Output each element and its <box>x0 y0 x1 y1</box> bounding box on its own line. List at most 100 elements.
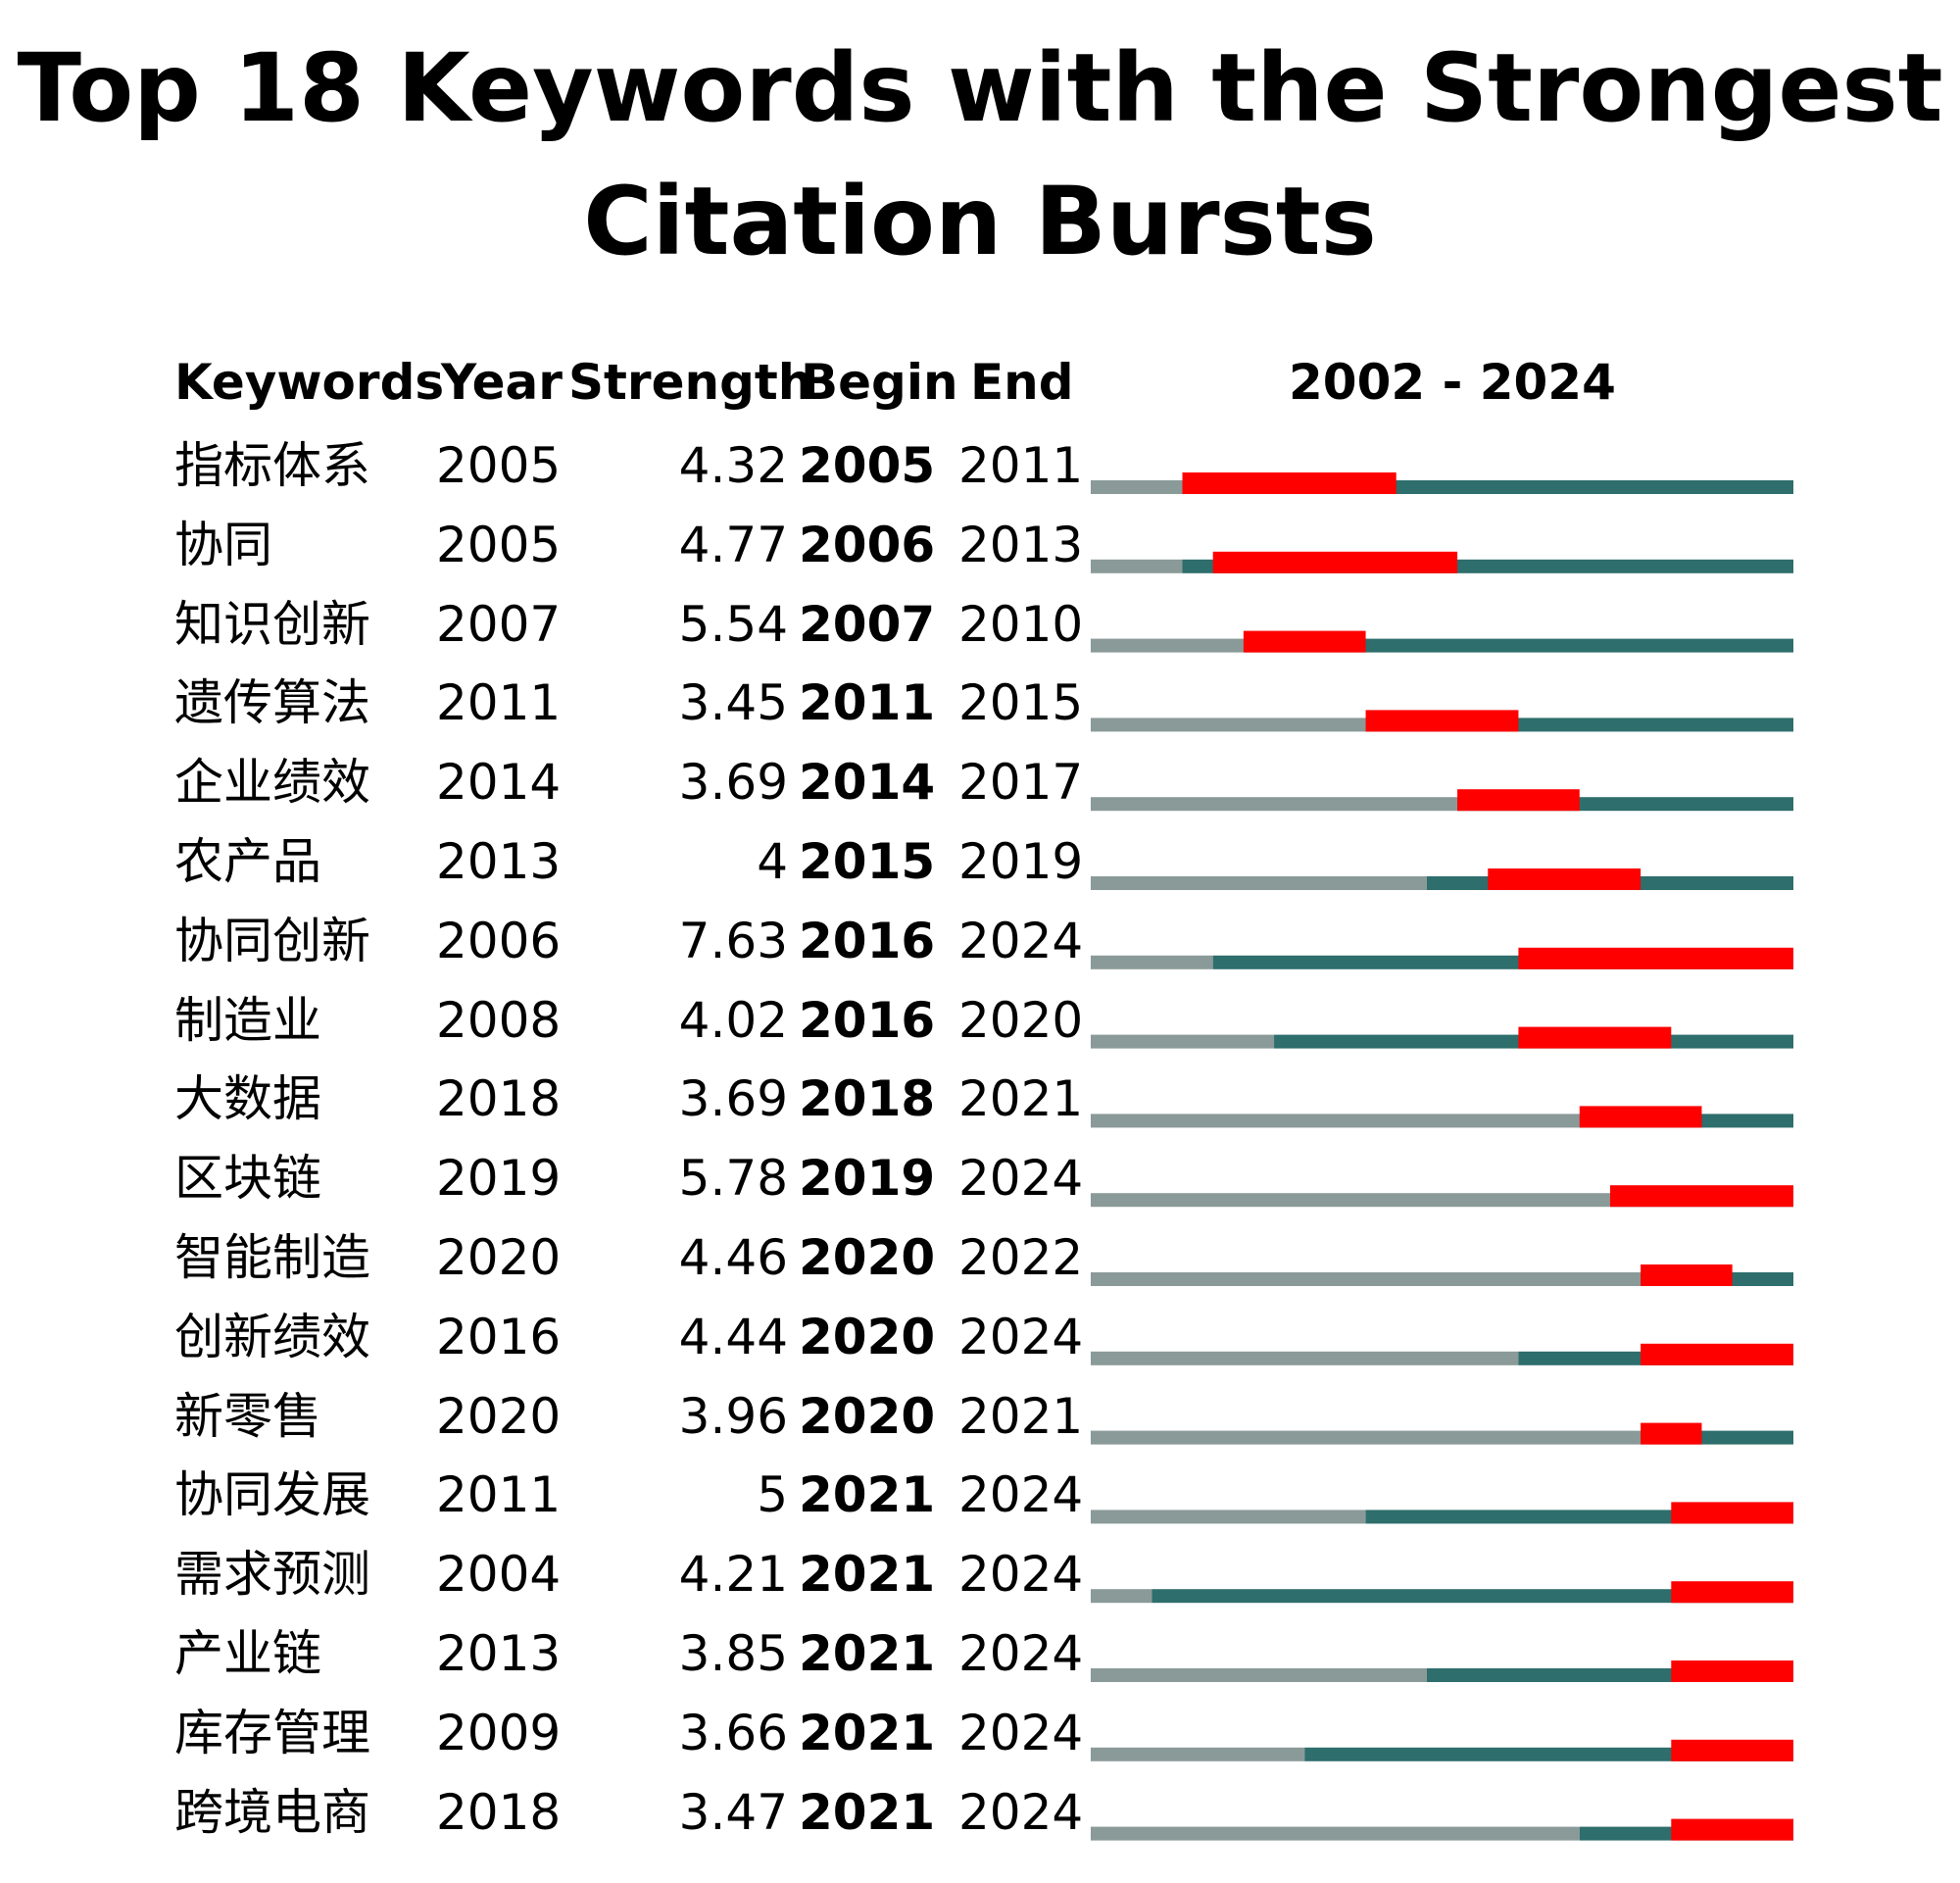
table-row: 遗传算法 2011 3.45 2011 2015 <box>0 669 1960 747</box>
keyword-cell: 农产品 <box>174 833 321 890</box>
keyword-cell: 大数据 <box>174 1070 321 1128</box>
strength-cell: 5.54 <box>678 595 788 653</box>
keyword-cell: 协同创新 <box>174 912 370 969</box>
table-row: 制造业 2008 4.02 2016 2020 <box>0 986 1960 1065</box>
end-cell: 2019 <box>958 833 1084 890</box>
burst-bar <box>1365 710 1519 732</box>
end-cell: 2024 <box>958 1466 1084 1524</box>
keyword-cell: 区块链 <box>174 1150 321 1208</box>
year-cell: 2018 <box>436 1070 562 1128</box>
timeline-before-segment <box>1091 1351 1519 1365</box>
header-begin: Begin <box>801 354 958 411</box>
timeline-before-segment <box>1091 1747 1305 1761</box>
header-end: End <box>970 354 1074 411</box>
begin-cell: 2016 <box>799 991 936 1049</box>
burst-bar <box>1518 947 1793 969</box>
header-strength: Strength <box>568 354 813 411</box>
keyword-cell: 跨境电商 <box>174 1783 370 1841</box>
timeline-before-segment <box>1091 718 1366 732</box>
chart-title: Top 18 Keywords with the Strongest Citat… <box>17 33 1943 276</box>
year-cell: 2013 <box>436 1625 562 1682</box>
timeline-before-segment <box>1091 797 1458 812</box>
year-cell: 2005 <box>436 516 562 573</box>
burst-bar <box>1641 1343 1793 1365</box>
year-cell: 2020 <box>436 1387 562 1445</box>
table-row: 农产品 2013 4 2015 2019 <box>0 827 1960 906</box>
timeline-before-segment <box>1091 638 1244 653</box>
year-cell: 2014 <box>436 754 562 812</box>
end-cell: 2021 <box>958 1070 1084 1128</box>
table-row: 大数据 2018 3.69 2018 2021 <box>0 1065 1960 1143</box>
keyword-cell: 知识创新 <box>174 595 370 653</box>
keyword-cell: 创新绩效 <box>174 1308 370 1365</box>
begin-cell: 2016 <box>799 912 936 969</box>
table-row: 产业链 2013 3.85 2021 2024 <box>0 1619 1960 1698</box>
year-cell: 2020 <box>436 1229 562 1286</box>
burst-bar <box>1671 1581 1793 1604</box>
begin-cell: 2019 <box>799 1150 936 1208</box>
burst-bar <box>1518 1026 1672 1049</box>
burst-bar <box>1671 1739 1793 1761</box>
end-cell: 2024 <box>958 1150 1084 1208</box>
strength-cell: 3.69 <box>678 754 788 812</box>
table-row: 新零售 2020 3.96 2020 2021 <box>0 1382 1960 1461</box>
keyword-cell: 遗传算法 <box>174 674 370 732</box>
strength-cell: 3.69 <box>678 1070 788 1128</box>
keyword-cell: 需求预测 <box>174 1546 370 1604</box>
timeline-before-segment <box>1091 480 1183 494</box>
end-cell: 2022 <box>958 1229 1084 1286</box>
end-cell: 2017 <box>958 754 1084 812</box>
begin-cell: 2020 <box>799 1387 936 1445</box>
table-row: 协同 2005 4.77 2006 2013 <box>0 511 1960 589</box>
strength-cell: 5 <box>757 1466 788 1524</box>
strength-cell: 5.78 <box>678 1150 788 1208</box>
end-cell: 2013 <box>958 516 1084 573</box>
table-row: 需求预测 2004 4.21 2021 2024 <box>0 1540 1960 1618</box>
strength-cell: 7.63 <box>678 912 788 969</box>
burst-bar <box>1182 472 1396 494</box>
table-row: 跨境电商 2018 3.47 2021 2024 <box>0 1778 1960 1857</box>
table-row: 指标体系 2005 4.32 2005 2011 <box>0 431 1960 510</box>
keyword-cell: 新零售 <box>174 1387 321 1445</box>
keyword-cell: 产业链 <box>174 1625 321 1682</box>
table-row: 创新绩效 2016 4.44 2020 2024 <box>0 1303 1960 1381</box>
year-cell: 2011 <box>436 674 562 732</box>
timeline-before-segment <box>1091 955 1213 969</box>
year-cell: 2004 <box>436 1546 562 1604</box>
timeline-before-segment <box>1091 1430 1642 1445</box>
begin-cell: 2021 <box>799 1625 936 1682</box>
keyword-cell: 智能制造 <box>174 1229 370 1286</box>
year-cell: 2013 <box>436 833 562 890</box>
keyword-cell: 企业绩效 <box>174 754 370 812</box>
end-cell: 2015 <box>958 674 1084 732</box>
burst-bar <box>1243 630 1366 653</box>
timeline-before-segment <box>1091 1114 1580 1128</box>
timeline-active-segment <box>1152 1589 1793 1604</box>
table-row: 协同发展 2011 5 2021 2024 <box>0 1461 1960 1539</box>
burst-bar <box>1671 1818 1793 1841</box>
burst-bar <box>1457 789 1580 812</box>
burst-bar <box>1488 868 1642 890</box>
table-row: 区块链 2019 5.78 2019 2024 <box>0 1144 1960 1222</box>
year-cell: 2006 <box>436 912 562 969</box>
end-cell: 2020 <box>958 991 1084 1049</box>
strength-cell: 4.44 <box>678 1308 788 1365</box>
begin-cell: 2021 <box>799 1466 936 1524</box>
end-cell: 2024 <box>958 1625 1084 1682</box>
begin-cell: 2011 <box>799 674 936 732</box>
strength-cell: 4 <box>757 833 788 890</box>
year-cell: 2008 <box>436 991 562 1049</box>
end-cell: 2010 <box>958 595 1084 653</box>
year-cell: 2005 <box>436 437 562 494</box>
begin-cell: 2007 <box>799 595 936 653</box>
timeline-before-segment <box>1091 876 1427 890</box>
end-cell: 2011 <box>958 437 1084 494</box>
keyword-cell: 库存管理 <box>174 1704 370 1761</box>
strength-cell: 3.66 <box>678 1704 788 1761</box>
end-cell: 2024 <box>958 1704 1084 1761</box>
burst-bar <box>1212 551 1458 573</box>
timeline-before-segment <box>1091 1589 1152 1604</box>
timeline-before-segment <box>1091 1668 1427 1682</box>
burst-bar <box>1641 1422 1702 1445</box>
